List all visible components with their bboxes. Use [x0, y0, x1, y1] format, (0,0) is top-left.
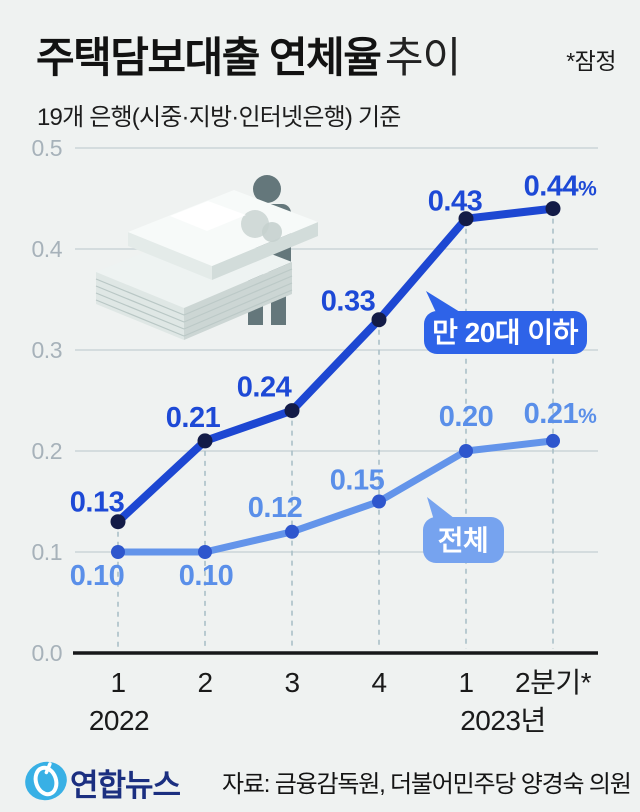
value-label: 0.24	[237, 372, 292, 404]
y-axis-tick-label: 0.1	[32, 539, 62, 565]
page-title: 주택담보대출 연체율 추이	[36, 24, 612, 85]
money-bundle-side	[212, 222, 318, 280]
x-axis-tick-label: 3	[284, 667, 299, 698]
money-layer-line	[183, 282, 293, 330]
banknote-emblem	[241, 210, 269, 238]
bubble-label: 만 20대 이하	[432, 317, 578, 348]
data-point	[111, 545, 125, 559]
series-line-total	[114, 437, 557, 556]
data-point	[285, 524, 299, 539]
value-label: 0.15	[330, 465, 385, 497]
data-point	[545, 201, 561, 217]
y-axis-tick-label: 0.5	[32, 135, 62, 161]
money-layer-line	[95, 278, 185, 316]
money-layer-line	[183, 289, 293, 337]
bubble-box	[424, 311, 587, 354]
data-point	[459, 444, 473, 458]
bubble-box	[423, 517, 504, 563]
money-layer-line	[95, 299, 185, 337]
footer: 연합뉴스 자료: 금융감독원, 더불어민주당 양경숙 의원	[0, 750, 640, 812]
value-label: 0.43	[428, 186, 483, 218]
data-point	[198, 545, 212, 559]
title-main: 주택담보대출 연체율	[36, 34, 382, 81]
money-stack-side	[184, 262, 292, 340]
value-label: 0.12	[248, 492, 302, 524]
x-axis-tick-label: 2	[197, 667, 212, 698]
yonhap-logo-icon	[22, 756, 70, 809]
series-line-under20	[114, 204, 557, 526]
y-axis-tick-label: 0.2	[32, 438, 62, 464]
data-point	[371, 312, 387, 328]
value-label: 0.10	[179, 560, 233, 592]
data-point	[197, 433, 213, 449]
person-icon-head	[253, 175, 281, 203]
data-point	[458, 211, 474, 227]
value-label: 0.33	[321, 286, 376, 318]
provisional-note: *잠정	[566, 48, 616, 74]
value-label: 0.21	[166, 402, 221, 434]
money-layer-line	[183, 268, 293, 316]
money-bundle-side	[128, 232, 212, 280]
money-stack-side	[96, 272, 184, 340]
x-axis-year-label: 2023년	[460, 705, 546, 736]
bubble-label: 전체	[438, 525, 489, 556]
money-person-illustration	[95, 175, 318, 340]
data-point	[372, 494, 386, 509]
y-axis-tick-label: 0.0	[32, 640, 62, 666]
x-axis-tick-label: 1	[110, 667, 125, 698]
banknote-band	[170, 201, 246, 231]
y-axis-tick-label: 0.4	[32, 236, 63, 262]
money-layer-line	[95, 285, 185, 323]
title-suffix: 추이	[384, 34, 461, 81]
x-axis-tick-label: 1	[458, 667, 473, 698]
series-legend-bubble: 전체	[423, 497, 504, 563]
money-layer-line	[95, 292, 185, 330]
yonhap-logo-text: 연합뉴스	[70, 768, 181, 803]
y-axis-tick-label: 0.3	[32, 337, 62, 363]
x-axis-tick-label: 4	[371, 667, 386, 698]
value-label: 0.44%	[524, 171, 597, 203]
money-layer-line	[183, 275, 293, 323]
x-axis-tick-label: 2분기*	[515, 667, 592, 698]
data-point	[546, 433, 560, 448]
x-axis-year-label: 2022	[89, 705, 149, 736]
series-legend-bubble: 만 20대 이하	[424, 291, 587, 354]
money-bundle-top	[128, 190, 318, 266]
value-label: 0.10	[70, 560, 124, 592]
data-point	[110, 514, 126, 530]
value-label: 0.20	[439, 401, 493, 433]
value-label: 0.21%	[524, 398, 597, 430]
chart-subtitle: 19개 은행(시중·지방·인터넷은행) 기준	[37, 104, 401, 131]
data-point	[284, 403, 300, 419]
banknote-emblem	[262, 222, 282, 242]
source-credit: 자료: 금융감독원, 더불어민주당 양경숙 의원	[222, 771, 632, 798]
value-label: 0.13	[70, 487, 125, 519]
